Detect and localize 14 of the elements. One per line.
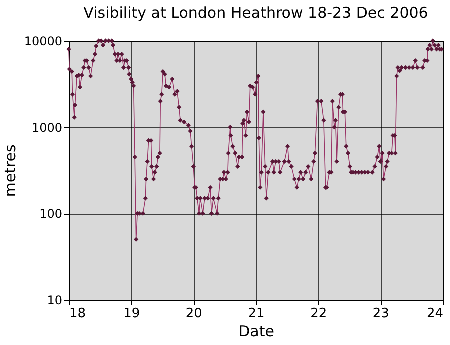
x-axis-title: Date xyxy=(238,322,274,340)
y-tick-label: 10000 xyxy=(24,34,62,48)
x-tick-label: 21 xyxy=(248,306,265,322)
y-tick-label: 100 xyxy=(40,207,62,222)
x-tick-label: 23 xyxy=(372,306,390,322)
y-axis-title: metres xyxy=(1,144,20,198)
x-tick-label: 19 xyxy=(124,306,140,322)
x-tick-label: 20 xyxy=(186,306,202,322)
chart-title: Visibility at London Heathrow 18-23 Dec 2006 xyxy=(84,4,428,22)
x-tick-label: 22 xyxy=(310,306,328,322)
y-tick-label: 10 xyxy=(47,294,62,308)
y-tick-label: 1000 xyxy=(32,120,62,135)
x-tick-label: 24 xyxy=(426,306,444,322)
x-tick-label: 18 xyxy=(70,306,86,322)
